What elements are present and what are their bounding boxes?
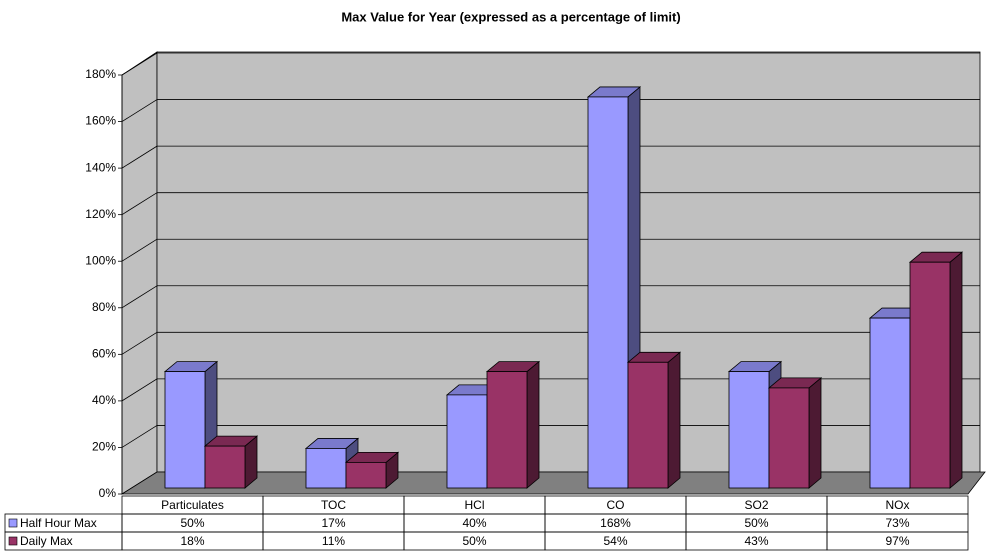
bar xyxy=(728,371,770,489)
y-tick-label: 40% xyxy=(92,393,116,407)
grid-line xyxy=(121,238,158,262)
y-tick-label: 60% xyxy=(92,347,116,361)
value-label: 17% xyxy=(321,516,345,530)
bar-side xyxy=(808,377,822,489)
category-label: TOC xyxy=(321,498,346,512)
grid-line xyxy=(121,425,158,448)
grid-line xyxy=(121,285,158,309)
grid-line xyxy=(121,192,158,216)
legend-key xyxy=(8,536,18,546)
bar xyxy=(345,461,387,489)
value-label: 50% xyxy=(744,516,768,530)
grid-line xyxy=(121,378,158,402)
legend-label: Daily Max xyxy=(20,534,73,548)
grid-line xyxy=(121,99,158,122)
legend-key xyxy=(8,518,18,528)
grid-line xyxy=(121,331,158,355)
grid-line xyxy=(121,52,158,76)
grid-line xyxy=(121,145,158,169)
table-cell xyxy=(826,531,969,551)
back-wall xyxy=(156,51,981,473)
value-label: 50% xyxy=(462,534,486,548)
y-tick-label: 20% xyxy=(92,440,116,454)
y-tick-label: 180% xyxy=(85,67,116,81)
value-label: 18% xyxy=(180,534,204,548)
y-tick-label: 80% xyxy=(92,300,116,314)
bar-side xyxy=(526,360,540,489)
bar xyxy=(627,361,669,489)
y-tick-label: 140% xyxy=(85,160,116,174)
bar xyxy=(587,96,629,489)
value-label: 97% xyxy=(885,534,909,548)
chart-title: Max Value for Year (expressed as a perce… xyxy=(341,9,680,24)
bar xyxy=(164,371,206,489)
bar xyxy=(768,387,810,489)
value-label: 11% xyxy=(322,534,345,548)
category-label: CO xyxy=(607,498,625,512)
bar-side xyxy=(949,251,963,489)
bar xyxy=(204,445,246,489)
bar xyxy=(305,448,347,489)
bar xyxy=(869,317,911,489)
bar xyxy=(446,394,488,489)
value-label: 73% xyxy=(885,516,909,530)
value-label: 40% xyxy=(462,516,486,530)
bar xyxy=(486,371,528,489)
value-label: 50% xyxy=(180,516,204,530)
value-label: 168% xyxy=(600,516,631,530)
value-label: 43% xyxy=(744,534,768,548)
y-tick-label: 160% xyxy=(85,114,116,128)
legend-label: Half Hour Max xyxy=(20,516,97,530)
category-label: SO2 xyxy=(744,498,768,512)
category-label: NOx xyxy=(886,498,910,512)
value-label: 54% xyxy=(603,534,627,548)
y-tick-label: 100% xyxy=(85,253,116,267)
y-tick-label: 0% xyxy=(99,486,117,500)
category-label: Particulates xyxy=(161,498,224,512)
bar-side xyxy=(667,351,681,489)
category-label: HCl xyxy=(465,498,485,512)
bar xyxy=(909,261,951,489)
y-tick-label: 120% xyxy=(85,207,116,221)
